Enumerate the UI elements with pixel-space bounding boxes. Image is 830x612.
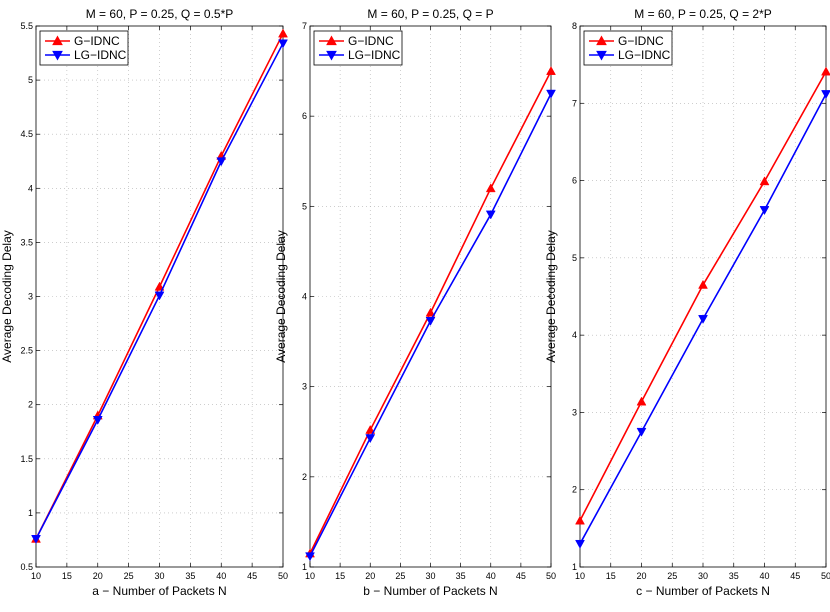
- y-tick-label: 5: [302, 201, 307, 211]
- x-tick-label: 15: [606, 571, 616, 581]
- y-tick-label: 4: [572, 330, 577, 340]
- y-tick-label: 6: [302, 111, 307, 121]
- legend-entry: LG−IDNC: [618, 48, 671, 62]
- y-tick-label: 2.5: [20, 346, 33, 356]
- y-tick-label: 8: [572, 21, 577, 31]
- y-axis-label: Average Decoding Delay: [274, 230, 288, 363]
- x-tick-label: 15: [62, 571, 72, 581]
- x-tick-label: 10: [31, 571, 41, 581]
- legend-entry: G−IDNC: [618, 34, 664, 48]
- x-tick-label: 25: [395, 571, 405, 581]
- y-tick-label: 1: [572, 562, 577, 572]
- chart-title: M = 60, P = 0.25, Q = 0.5*P: [86, 7, 234, 21]
- y-tick-label: 1: [28, 508, 33, 518]
- x-tick-label: 35: [185, 571, 195, 581]
- y-tick-label: 6: [572, 176, 577, 186]
- y-axis-label: Average Decoding Delay: [544, 230, 558, 363]
- x-tick-label: 45: [516, 571, 526, 581]
- x-tick-label: 10: [575, 571, 585, 581]
- x-tick-label: 50: [821, 571, 830, 581]
- legend-entry: G−IDNC: [348, 34, 394, 48]
- y-tick-label: 7: [302, 21, 307, 31]
- x-tick-label: 35: [456, 571, 466, 581]
- y-axis-label: Average Decoding Delay: [0, 230, 14, 363]
- x-tick-label: 50: [546, 571, 556, 581]
- x-tick-label: 40: [486, 571, 496, 581]
- x-tick-label: 50: [278, 571, 288, 581]
- plot-area: [580, 26, 826, 567]
- chart-title: M = 60, P = 0.25, Q = 2*P: [634, 7, 772, 21]
- x-tick-label: 15: [335, 571, 345, 581]
- x-tick-label: 25: [667, 571, 677, 581]
- y-tick-label: 4.5: [20, 129, 33, 139]
- y-tick-label: 2: [28, 400, 33, 410]
- x-axis-label: c − Number of Packets N: [636, 584, 770, 598]
- x-tick-label: 40: [759, 571, 769, 581]
- x-tick-label: 20: [365, 571, 375, 581]
- legend-entry: LG−IDNC: [74, 48, 127, 62]
- legend-entry: LG−IDNC: [348, 48, 401, 62]
- x-tick-label: 25: [124, 571, 134, 581]
- y-tick-label: 4: [302, 292, 307, 302]
- x-tick-label: 20: [93, 571, 103, 581]
- chart-title: M = 60, P = 0.25, Q = P: [367, 7, 493, 21]
- x-axis-label: a − Number of Packets N: [92, 584, 226, 598]
- x-tick-label: 35: [729, 571, 739, 581]
- legend-entry: G−IDNC: [74, 34, 120, 48]
- x-tick-label: 30: [425, 571, 435, 581]
- y-tick-label: 5.5: [20, 21, 33, 31]
- x-tick-label: 30: [698, 571, 708, 581]
- x-tick-label: 20: [636, 571, 646, 581]
- y-tick-label: 3: [572, 407, 577, 417]
- y-tick-label: 1.5: [20, 454, 33, 464]
- x-tick-label: 45: [247, 571, 257, 581]
- y-tick-label: 2: [572, 485, 577, 495]
- y-tick-label: 1: [302, 562, 307, 572]
- x-tick-label: 40: [216, 571, 226, 581]
- y-tick-label: 2: [302, 472, 307, 482]
- y-tick-label: 3.5: [20, 237, 33, 247]
- x-tick-label: 30: [154, 571, 164, 581]
- y-tick-label: 5: [28, 75, 33, 85]
- x-axis-label: b − Number of Packets N: [363, 584, 497, 598]
- y-tick-label: 0.5: [20, 562, 33, 572]
- y-tick-label: 7: [572, 98, 577, 108]
- chart-panel-1: 10 15 20 25 30 35 40 45 50 0.5 1 1.5 2 2.5 3 3.5 4 4.5 5 5.…: [0, 7, 288, 598]
- x-tick-label: 45: [790, 571, 800, 581]
- y-tick-label: 3: [302, 382, 307, 392]
- y-tick-label: 4: [28, 183, 33, 193]
- y-tick-label: 5: [572, 253, 577, 263]
- y-tick-label: 3: [28, 292, 33, 302]
- x-tick-label: 10: [305, 571, 315, 581]
